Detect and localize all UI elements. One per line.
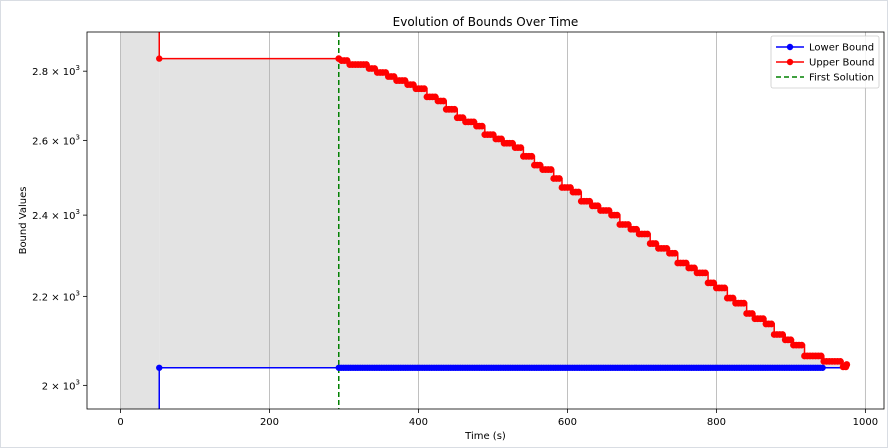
upper-bound-marker xyxy=(555,175,563,182)
upper-bound-marker xyxy=(843,361,851,368)
plot-area xyxy=(120,32,866,409)
y-tick-label: 2.8 × 103 xyxy=(32,64,80,78)
x-tick-label: 1000 xyxy=(853,417,878,428)
upper-bound-marker xyxy=(817,352,825,360)
y-axis-label: Bound Values xyxy=(18,187,29,255)
legend-marker xyxy=(786,43,794,51)
lower-bound-marker xyxy=(156,364,163,371)
x-tick-label: 800 xyxy=(707,417,726,428)
y-tick-label: 2.4 × 103 xyxy=(32,208,80,222)
upper-bound-marker xyxy=(690,264,698,272)
plot-frame xyxy=(86,31,885,410)
upper-bound-marker xyxy=(420,85,428,93)
lower-bound-line xyxy=(158,367,847,409)
upper-bound-marker xyxy=(575,188,582,196)
initial-gap-shading xyxy=(120,32,160,409)
upper-bound-marker xyxy=(787,336,795,344)
upper-bound-marker xyxy=(721,284,728,292)
x-axis-ticks: 0 200 400 600 800 1000 xyxy=(117,409,878,428)
upper-bound-marker xyxy=(729,294,737,302)
legend-label: Lower Bound xyxy=(809,43,874,54)
legend-label: Upper Bound xyxy=(809,58,874,69)
upper-bound-marker xyxy=(613,211,621,219)
legend-box xyxy=(770,35,880,89)
upper-bound-marker xyxy=(759,315,767,323)
x-tick-label: 400 xyxy=(409,417,428,428)
upper-bound-marker xyxy=(517,144,525,151)
upper-bound-marker xyxy=(779,331,786,338)
legend-label: First Solution xyxy=(809,73,874,84)
upper-bound-marker xyxy=(836,357,844,365)
y-tick-label: 2.6 × 103 xyxy=(32,133,80,147)
upper-bound-marker xyxy=(740,299,748,307)
legend: Lower Bound Upper Bound First Solution xyxy=(770,35,880,89)
upper-bound-marker xyxy=(671,249,679,257)
gap-shading xyxy=(159,58,847,368)
upper-bound-marker xyxy=(701,269,709,277)
y-axis-ticks: 2 × 103 2.2 × 103 2.4 × 103 2.6 × 103 2.8 × … xyxy=(32,64,87,392)
upper-bound-marker xyxy=(156,55,163,62)
x-tick-label: 600 xyxy=(558,417,577,428)
legend-marker xyxy=(786,58,794,66)
upper-bound-marker xyxy=(748,310,756,317)
upper-bound-marker xyxy=(798,341,806,349)
upper-bound-marker xyxy=(768,320,775,328)
chart-title: Evolution of Bounds Over Time xyxy=(393,15,579,29)
upper-bound-marker xyxy=(710,279,717,287)
x-tick-label: 0 xyxy=(117,417,123,428)
lower-bound-marker xyxy=(819,364,826,371)
x-axis-label: Time (s) xyxy=(464,431,506,442)
upper-bound-marker xyxy=(644,230,651,238)
x-tick-label: 200 xyxy=(260,417,279,428)
y-tick-label: 2 × 103 xyxy=(42,378,80,392)
upper-bound-marker xyxy=(478,122,486,130)
upper-bound-marker xyxy=(547,166,555,173)
upper-bound-marker xyxy=(440,97,447,105)
upper-bound-marker xyxy=(528,152,536,160)
y-tick-label: 2.2 × 103 xyxy=(32,289,80,303)
upper-bound-marker xyxy=(451,105,458,113)
